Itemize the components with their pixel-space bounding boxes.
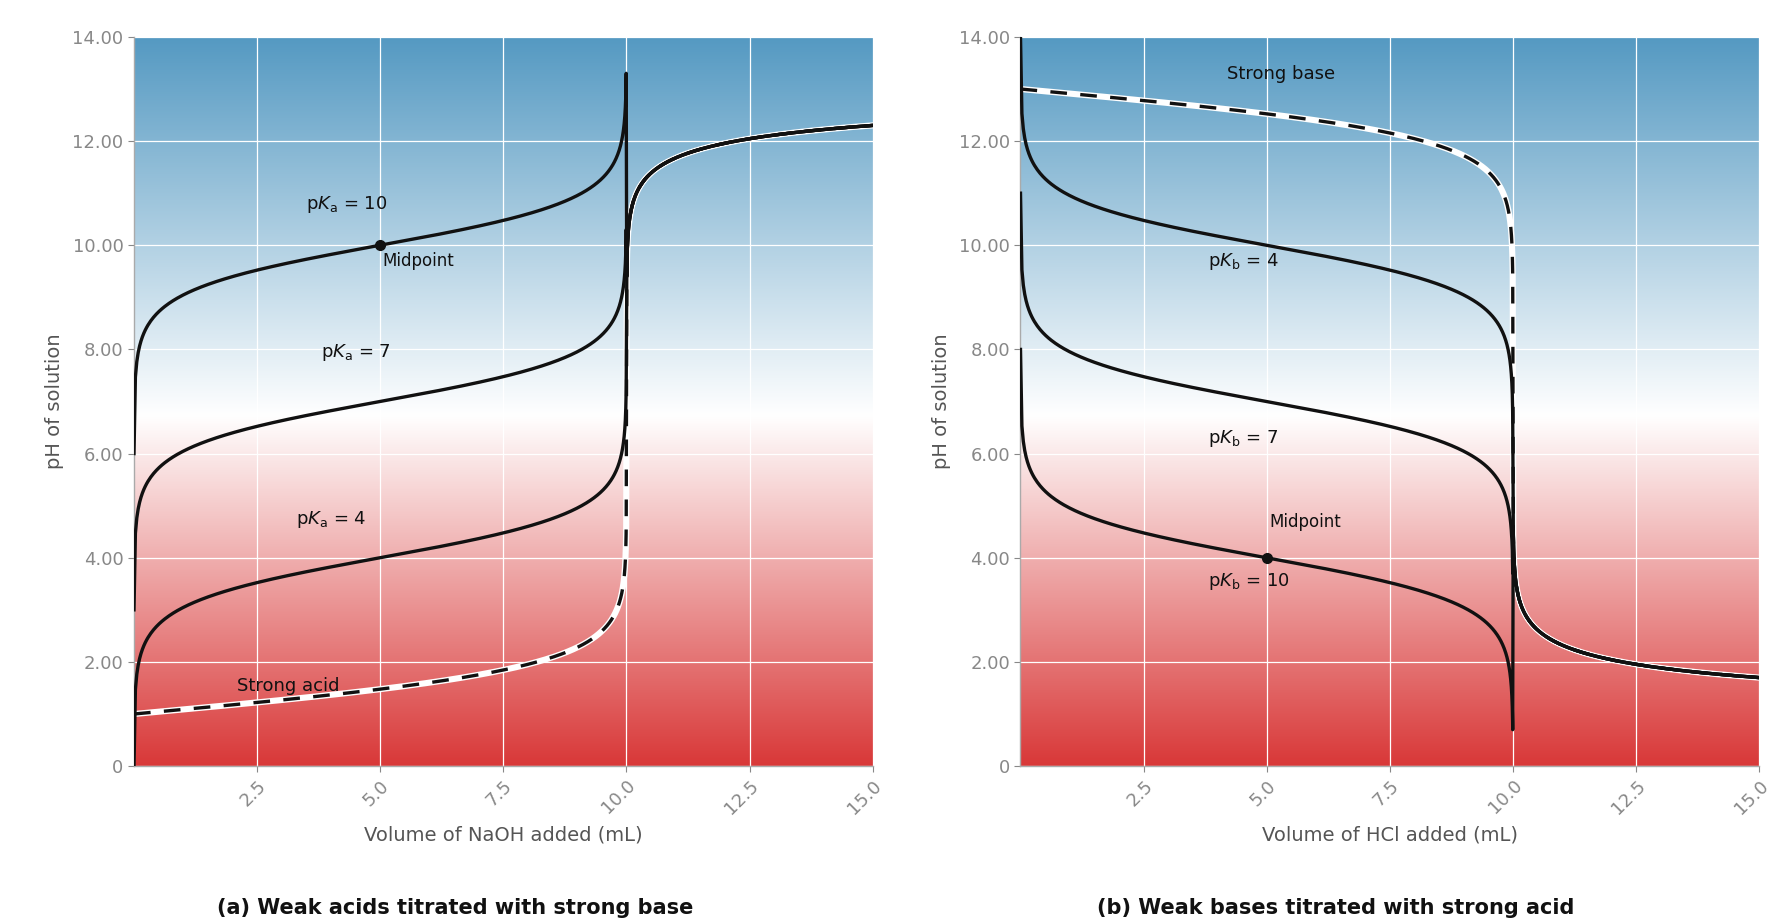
Text: p$\it{K}_\mathrm{b}$ = 10: p$\it{K}_\mathrm{b}$ = 10: [1207, 571, 1289, 593]
Y-axis label: pH of solution: pH of solution: [932, 334, 950, 469]
Text: Strong base: Strong base: [1227, 65, 1336, 82]
X-axis label: Volume of HCl added (mL): Volume of HCl added (mL): [1263, 826, 1518, 845]
Text: Strong acid: Strong acid: [238, 677, 339, 695]
Text: p$\it{K}_\mathrm{b}$ = 4: p$\it{K}_\mathrm{b}$ = 4: [1207, 251, 1279, 272]
Text: p$\it{K}_\mathrm{a}$ = 7: p$\it{K}_\mathrm{a}$ = 7: [321, 342, 391, 364]
Y-axis label: pH of solution: pH of solution: [45, 334, 64, 469]
Text: p$\it{K}_\mathrm{b}$ = 7: p$\it{K}_\mathrm{b}$ = 7: [1207, 428, 1277, 450]
Text: Midpoint: Midpoint: [1270, 512, 1341, 531]
Text: (a) Weak acids titrated with strong base: (a) Weak acids titrated with strong base: [218, 898, 693, 917]
Text: p$\it{K}_\mathrm{a}$ = 4: p$\it{K}_\mathrm{a}$ = 4: [296, 509, 366, 530]
X-axis label: Volume of NaOH added (mL): Volume of NaOH added (mL): [364, 826, 643, 845]
Text: Midpoint: Midpoint: [382, 252, 454, 270]
Text: p$\it{K}_\mathrm{a}$ = 10: p$\it{K}_\mathrm{a}$ = 10: [307, 194, 388, 215]
Text: (b) Weak bases titrated with strong acid: (b) Weak bases titrated with strong acid: [1097, 898, 1575, 917]
